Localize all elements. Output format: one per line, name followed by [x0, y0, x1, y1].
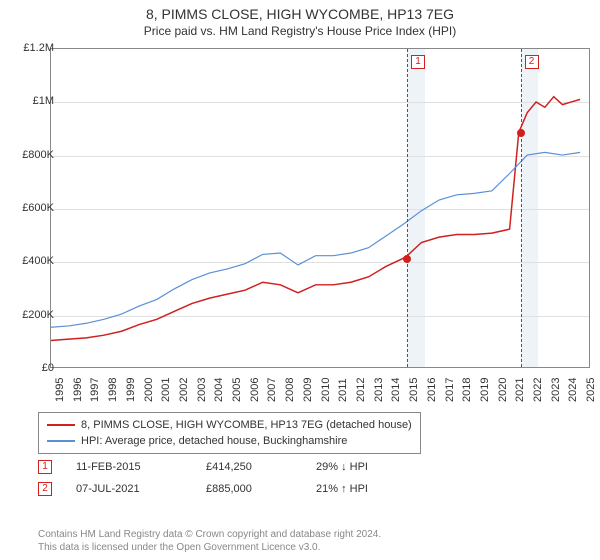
legend-label: HPI: Average price, detached house, Buck… [81, 433, 347, 449]
x-tick-label: 2013 [373, 378, 385, 402]
marker-line [521, 49, 522, 367]
sale-point [403, 255, 411, 263]
sale-badge: 2 [38, 482, 52, 496]
plot-area: 12 [50, 48, 590, 368]
sale-delta: 21% ↑ HPI [316, 483, 368, 495]
x-tick-label: 2000 [143, 378, 155, 402]
sale-date: 11-FEB-2015 [76, 461, 206, 473]
footer-line-2: This data is licensed under the Open Gov… [38, 541, 381, 554]
x-tick-label: 2009 [302, 378, 314, 402]
footer-attribution: Contains HM Land Registry data © Crown c… [38, 528, 381, 554]
y-tick-label: £200K [22, 309, 54, 321]
x-tick-label: 1997 [89, 378, 101, 402]
y-tick-label: £400K [22, 255, 54, 267]
x-tick-label: 2017 [444, 378, 456, 402]
x-tick-label: 1996 [72, 378, 84, 402]
y-tick-label: £800K [22, 149, 54, 161]
legend-label: 8, PIMMS CLOSE, HIGH WYCOMBE, HP13 7EG (… [81, 417, 412, 433]
x-tick-label: 2004 [213, 378, 225, 402]
x-tick-label: 2025 [585, 378, 597, 402]
y-tick-label: £0 [42, 362, 54, 374]
y-tick-label: £600K [22, 202, 54, 214]
legend-item: HPI: Average price, detached house, Buck… [47, 433, 412, 449]
x-tick-label: 2010 [320, 378, 332, 402]
x-tick-label: 2019 [479, 378, 491, 402]
chart-title: 8, PIMMS CLOSE, HIGH WYCOMBE, HP13 7EG [0, 0, 600, 22]
x-tick-label: 2022 [532, 378, 544, 402]
x-tick-label: 2006 [249, 378, 261, 402]
x-tick-label: 2021 [514, 378, 526, 402]
sale-point [517, 129, 525, 137]
legend-item: 8, PIMMS CLOSE, HIGH WYCOMBE, HP13 7EG (… [47, 417, 412, 433]
x-tick-label: 1999 [125, 378, 137, 402]
marker-line [407, 49, 408, 367]
x-tick-label: 2002 [178, 378, 190, 402]
x-tick-label: 2018 [461, 378, 473, 402]
series-hpi [51, 152, 580, 327]
marker-badge: 2 [525, 55, 539, 69]
sale-delta: 29% ↓ HPI [316, 461, 368, 473]
x-tick-label: 2008 [284, 378, 296, 402]
x-tick-label: 2007 [266, 378, 278, 402]
x-tick-label: 1995 [54, 378, 66, 402]
sale-row: 2 07-JUL-2021£885,00021% ↑ HPI [38, 482, 368, 496]
x-tick-label: 1998 [107, 378, 119, 402]
x-tick-label: 2020 [497, 378, 509, 402]
footer-line-1: Contains HM Land Registry data © Crown c… [38, 528, 381, 541]
x-tick-label: 2016 [426, 378, 438, 402]
x-tick-label: 2003 [196, 378, 208, 402]
series-property [51, 97, 580, 341]
chart-subtitle: Price paid vs. HM Land Registry's House … [0, 22, 600, 44]
series-svg [51, 49, 589, 367]
x-tick-label: 2014 [390, 378, 402, 402]
sale-price: £414,250 [206, 461, 316, 473]
x-tick-label: 2005 [231, 378, 243, 402]
x-tick-label: 2001 [160, 378, 172, 402]
x-tick-label: 2011 [337, 378, 349, 402]
y-tick-label: £1M [33, 95, 54, 107]
sale-price: £885,000 [206, 483, 316, 495]
x-tick-label: 2012 [355, 378, 367, 402]
x-tick-label: 2023 [550, 378, 562, 402]
legend-swatch [47, 424, 75, 426]
y-tick-label: £1.2M [23, 42, 54, 54]
x-tick-label: 2015 [408, 378, 420, 402]
legend-swatch [47, 440, 75, 442]
x-tick-label: 2024 [567, 378, 579, 402]
marker-badge: 1 [411, 55, 425, 69]
sale-badge: 1 [38, 460, 52, 474]
legend: 8, PIMMS CLOSE, HIGH WYCOMBE, HP13 7EG (… [38, 412, 421, 454]
sale-row: 1 11-FEB-2015£414,25029% ↓ HPI [38, 460, 368, 474]
sale-date: 07-JUL-2021 [76, 483, 206, 495]
